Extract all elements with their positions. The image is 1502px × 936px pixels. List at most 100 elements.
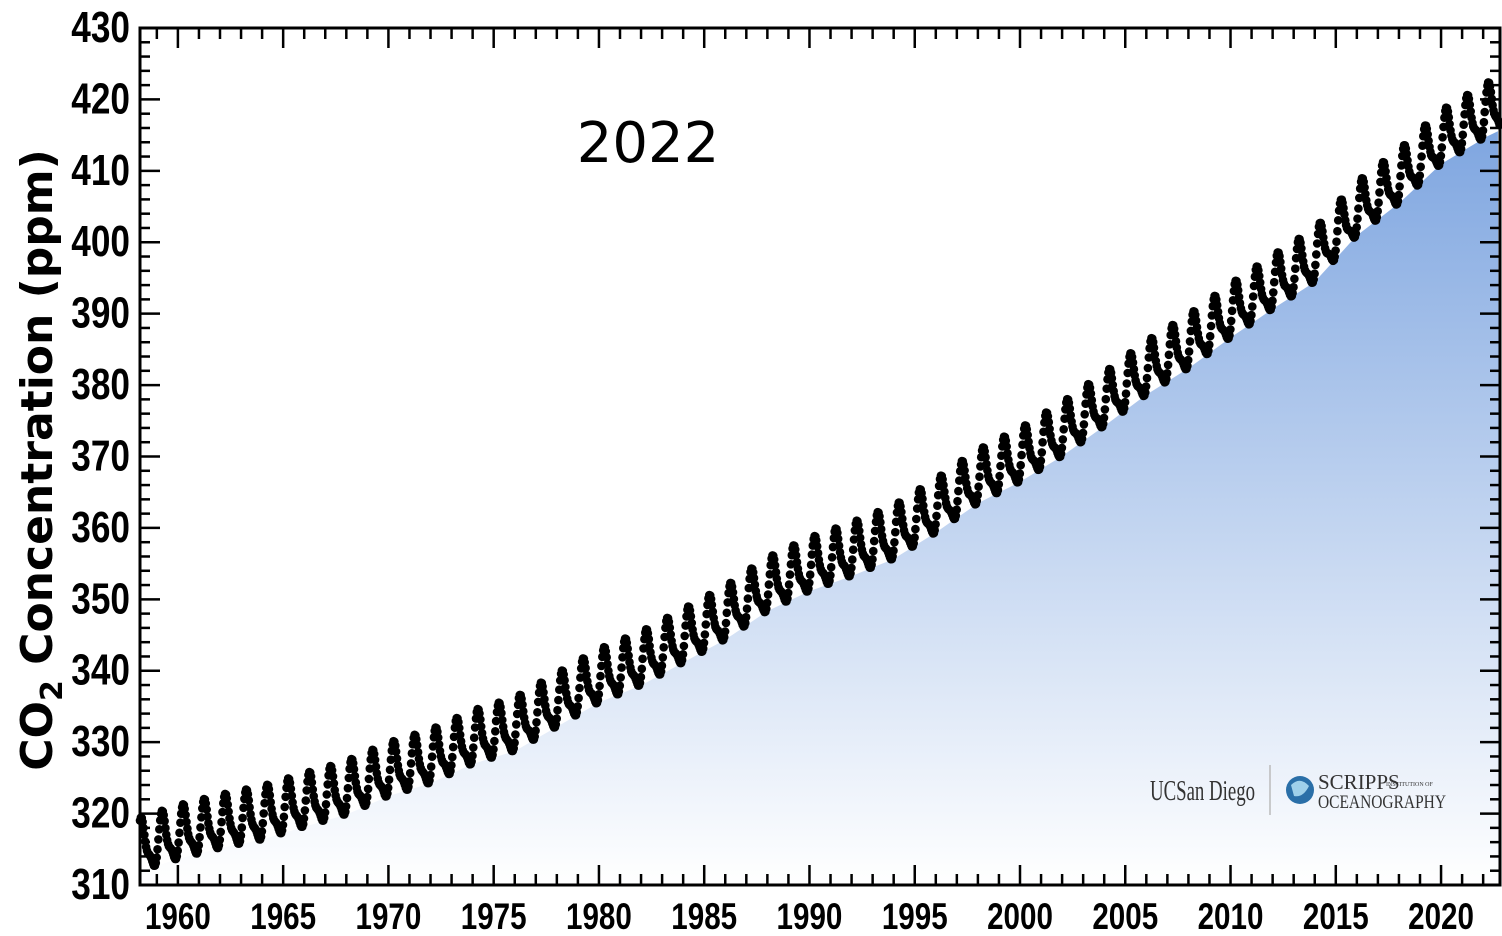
- data-point: [384, 775, 394, 784]
- data-point: [174, 838, 183, 847]
- data-point: [265, 790, 275, 800]
- data-point: [1353, 214, 1362, 223]
- data-point: [448, 752, 457, 762]
- data-point: [869, 536, 879, 546]
- data-point: [1374, 198, 1383, 207]
- data-point: [596, 671, 605, 681]
- data-point: [1107, 374, 1117, 383]
- data-point: [1086, 389, 1096, 398]
- data-point: [729, 594, 739, 604]
- data-point: [1459, 120, 1468, 129]
- data-point: [792, 557, 802, 567]
- data-point: [1248, 302, 1257, 311]
- data-point: [433, 733, 443, 742]
- data-point: [749, 573, 759, 583]
- data-point: [1437, 143, 1447, 152]
- data-point: [1185, 337, 1195, 346]
- data-point: [173, 846, 182, 855]
- data-point: [236, 831, 246, 840]
- data-point: [1234, 292, 1244, 302]
- data-point: [1207, 311, 1217, 320]
- data-point: [560, 676, 569, 685]
- data-point: [392, 754, 402, 763]
- data-point: [1479, 117, 1489, 127]
- data-point: [1170, 330, 1180, 339]
- co2-area: [140, 131, 1500, 885]
- data-point: [960, 466, 969, 475]
- data-point: [257, 827, 267, 836]
- data-point: [574, 693, 583, 703]
- data-point: [855, 533, 865, 543]
- x-tick-label: 2000: [987, 897, 1053, 936]
- data-point: [1017, 450, 1026, 460]
- data-point: [342, 793, 352, 803]
- data-point: [182, 817, 191, 827]
- data-point: [237, 823, 247, 832]
- data-point: [426, 762, 436, 771]
- data-point: [1233, 286, 1243, 295]
- data-point: [1396, 171, 1405, 181]
- data-point: [1352, 223, 1361, 232]
- data-point: [350, 771, 360, 781]
- data-point: [540, 694, 549, 704]
- data-point: [406, 759, 416, 768]
- data-point: [1099, 413, 1109, 423]
- data-point: [1375, 188, 1384, 197]
- data-point: [1417, 152, 1426, 161]
- data-point: [286, 784, 296, 794]
- data-point: [1268, 296, 1277, 306]
- data-point: [1108, 380, 1118, 390]
- data-point: [1445, 119, 1454, 129]
- data-point: [1291, 264, 1300, 274]
- y-axis-label-rest: Concentration (ppm): [12, 149, 63, 680]
- data-point: [405, 777, 414, 786]
- data-point: [1016, 460, 1025, 470]
- x-tick-label: 1990: [777, 897, 843, 936]
- data-point: [975, 472, 984, 482]
- data-point: [1100, 405, 1110, 414]
- data-point: [763, 590, 773, 599]
- data-point: [700, 630, 710, 639]
- data-point: [1037, 448, 1047, 457]
- data-point: [1023, 430, 1032, 440]
- y-tick-label: 430: [71, 3, 130, 52]
- data-point: [783, 588, 793, 598]
- data-point: [678, 650, 688, 659]
- data-point: [1487, 94, 1497, 104]
- data-point: [1395, 182, 1404, 191]
- x-tick-label: 1975: [461, 897, 527, 936]
- x-tick-label: 2010: [1198, 897, 1264, 936]
- data-point: [561, 682, 570, 692]
- data-point: [498, 715, 507, 725]
- data-point: [1121, 389, 1131, 399]
- data-point: [1298, 250, 1307, 260]
- data-point: [539, 688, 548, 697]
- data-point: [1079, 420, 1089, 429]
- data-point: [300, 806, 310, 815]
- data-point: [455, 730, 465, 740]
- data-point: [826, 571, 835, 580]
- data-point: [491, 727, 500, 736]
- data-point: [328, 772, 338, 781]
- data-point: [742, 604, 752, 613]
- data-point: [426, 770, 435, 780]
- data-point: [1458, 130, 1468, 140]
- data-point: [848, 545, 858, 554]
- y-axis-label-subscript: 2: [35, 680, 70, 701]
- data-point: [658, 653, 668, 662]
- data-point: [287, 791, 297, 800]
- data-point: [869, 546, 878, 556]
- y-tick-label: 400: [71, 218, 130, 267]
- data-point: [299, 814, 309, 823]
- data-point: [644, 634, 654, 644]
- data-point: [848, 555, 857, 564]
- y-tick-label: 370: [71, 432, 130, 481]
- y-tick-label: 390: [71, 289, 130, 338]
- y-tick-label: 410: [71, 146, 130, 195]
- data-point: [154, 835, 163, 844]
- data-point: [203, 812, 212, 821]
- data-point: [687, 618, 697, 628]
- data-points: [135, 78, 1502, 870]
- data-point: [1466, 107, 1475, 116]
- data-point: [1065, 404, 1075, 413]
